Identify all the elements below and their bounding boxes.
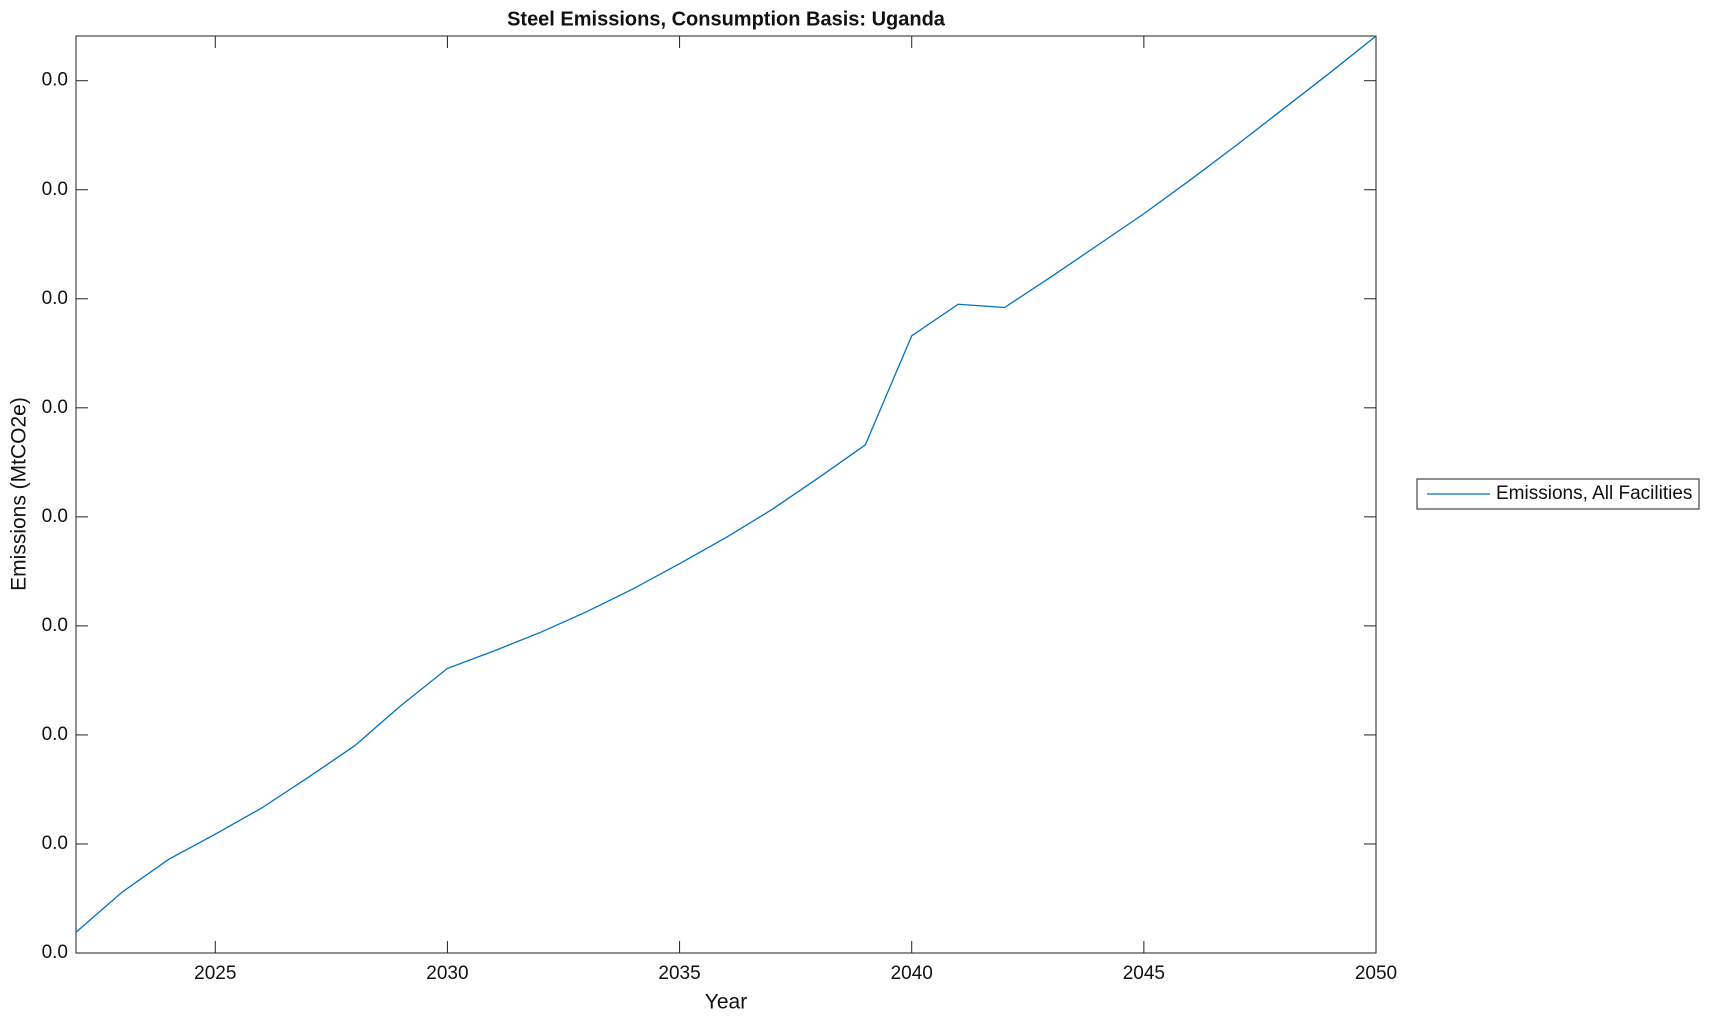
x-tick-label: 2050: [1355, 963, 1397, 984]
y-tick-label: 0.0: [42, 70, 68, 91]
y-tick-label: 0.0: [42, 288, 68, 309]
y-tick-label: 0.0: [42, 506, 68, 527]
plot-area: [75, 35, 1377, 954]
y-tick-label: 0.0: [42, 942, 68, 963]
x-tick-label: 2035: [658, 963, 700, 984]
legend-label: Emissions, All Facilities: [1496, 483, 1692, 504]
y-axis-label: Emissions (MtCO2e): [8, 397, 31, 591]
chart-title: Steel Emissions, Consumption Basis: Ugan…: [507, 8, 946, 30]
y-tick-label: 0.0: [42, 397, 68, 418]
x-tick-label: 2040: [891, 963, 933, 984]
x-tick-label: 2045: [1123, 963, 1165, 984]
y-tick-label: 0.0: [42, 615, 68, 636]
y-tick-label: 0.0: [42, 179, 68, 200]
y-tick-label: 0.0: [42, 833, 68, 854]
y-tick-label: 0.0: [42, 724, 68, 745]
x-tick-label: 2030: [426, 963, 468, 984]
x-axis-label: Year: [705, 991, 747, 1014]
data-line: [75, 35, 1377, 933]
x-tick-label: 2025: [194, 963, 236, 984]
